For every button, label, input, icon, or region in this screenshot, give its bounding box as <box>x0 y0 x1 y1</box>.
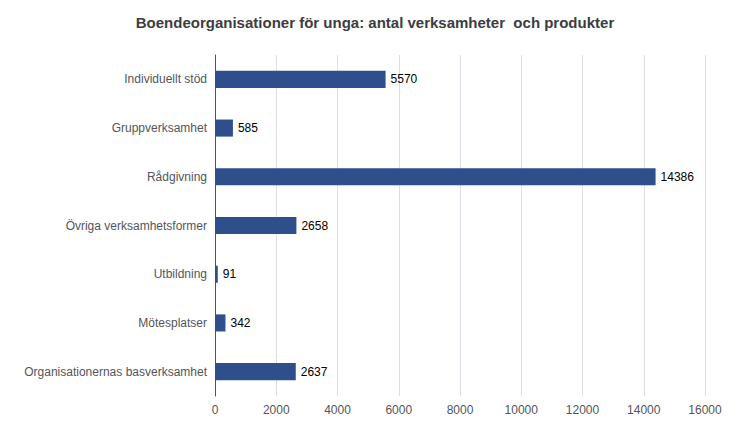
svg-text:12000: 12000 <box>566 403 600 417</box>
svg-text:4000: 4000 <box>324 403 351 417</box>
svg-text:10000: 10000 <box>505 403 539 417</box>
svg-text:Gruppverksamhet: Gruppverksamhet <box>112 121 208 135</box>
svg-text:6000: 6000 <box>385 403 412 417</box>
svg-text:342: 342 <box>230 316 250 330</box>
svg-text:91: 91 <box>223 267 237 281</box>
svg-text:8000: 8000 <box>447 403 474 417</box>
svg-text:2000: 2000 <box>263 403 290 417</box>
svg-text:14386: 14386 <box>661 170 695 184</box>
svg-text:16000: 16000 <box>688 403 722 417</box>
svg-text:Individuellt stöd: Individuellt stöd <box>124 72 207 86</box>
svg-text:2637: 2637 <box>301 365 328 379</box>
svg-text:Övriga verksamhetsformer: Övriga verksamhetsformer <box>66 219 207 233</box>
svg-text:Organisationernas basverksamhe: Organisationernas basverksamhet <box>24 365 207 379</box>
svg-text:Rådgivning: Rådgivning <box>147 170 207 184</box>
svg-text:14000: 14000 <box>627 403 661 417</box>
svg-text:2658: 2658 <box>301 219 328 233</box>
svg-text:0: 0 <box>212 403 219 417</box>
svg-text:Mötesplatser: Mötesplatser <box>138 316 207 330</box>
svg-text:Utbildning: Utbildning <box>154 267 207 281</box>
svg-text:585: 585 <box>238 121 258 135</box>
svg-text:5570: 5570 <box>391 72 418 86</box>
svg-text:Boendeorganisationer för unga:: Boendeorganisationer för unga: antal ver… <box>136 14 615 31</box>
